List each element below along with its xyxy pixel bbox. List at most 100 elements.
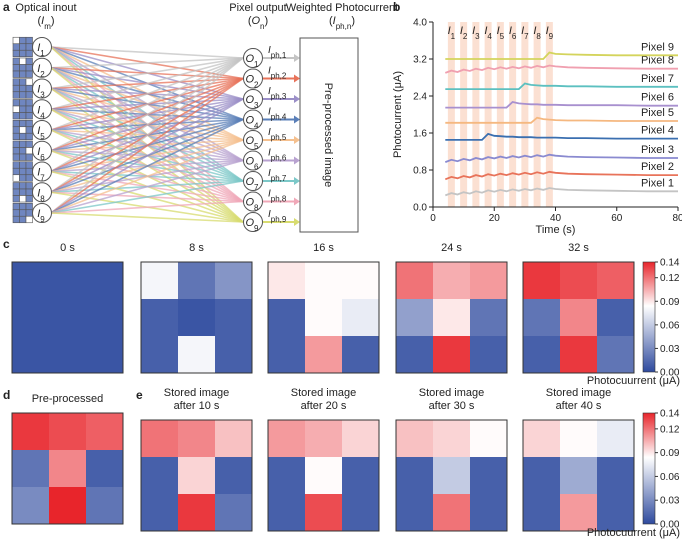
current-label-part: ph,3 — [271, 92, 287, 101]
heatmap-cell — [268, 494, 306, 532]
heatmap-cell — [470, 299, 508, 337]
pulse-label-part: 6 — [512, 32, 517, 41]
header-title: Pixel output — [229, 2, 286, 14]
output-node — [243, 191, 263, 212]
heatmap-cell — [342, 262, 380, 300]
heatmap-frame — [11, 261, 124, 374]
heatmap-title: Stored image — [419, 387, 484, 399]
colorbar-tick-label: 0.12 — [660, 424, 680, 435]
input-node — [32, 37, 52, 57]
input-icon-cell — [25, 78, 33, 86]
series-line — [445, 51, 678, 60]
heatmap-cell — [523, 457, 561, 495]
y-tick-label: 2.4 — [413, 92, 427, 103]
input-label: I1 — [37, 42, 45, 58]
input-icon-cell — [19, 57, 27, 65]
series-label: Pixel 7 — [641, 73, 674, 85]
pulse-label-part: 4 — [487, 32, 492, 41]
input-label-part: I — [37, 187, 40, 199]
current-label: Iph,8 — [268, 189, 287, 204]
output-label-part: 7 — [254, 183, 259, 192]
colorbar-tick-label: 0.14 — [660, 258, 680, 269]
input-label-part: 6 — [40, 152, 45, 161]
output-label-part: 9 — [254, 224, 259, 233]
heatmap-title: 24 s — [441, 242, 462, 254]
heatmap-cell — [433, 299, 471, 337]
pulse-label-part: 7 — [524, 32, 529, 41]
heatmap-cell — [523, 299, 561, 337]
pulse-label: I5 — [497, 25, 505, 41]
output-label-part: O — [245, 135, 254, 147]
output-label-part: 8 — [254, 203, 259, 212]
pulse-shade — [509, 22, 517, 207]
output-label-part: O — [245, 115, 254, 127]
panel-label: d — [3, 388, 10, 402]
input-icon-cell — [19, 70, 27, 78]
colorbar-tick-label: 0.03 — [660, 344, 680, 355]
output-label-part: O — [245, 176, 254, 188]
input-icon-cell — [25, 70, 33, 78]
heatmap-cell — [141, 336, 179, 374]
input-icon-cell — [25, 91, 33, 99]
x-tick-label: 20 — [489, 213, 501, 224]
input-label-part: I — [37, 146, 40, 158]
header-symbol: (Im) — [37, 15, 54, 31]
output-box — [299, 37, 359, 233]
heatmap-frame — [395, 419, 508, 532]
output-label: O5 — [245, 135, 259, 151]
current-label: Iph,4 — [268, 107, 287, 122]
heatmap-title: Stored image — [164, 387, 229, 399]
input-icon-cell — [12, 153, 20, 161]
header-symbol-part: ) — [51, 15, 55, 27]
pulse-shade — [496, 22, 504, 207]
heatmap-cell — [433, 336, 471, 374]
connection — [50, 57, 244, 214]
series-label: Pixel 5 — [641, 107, 674, 119]
heatmap-title: 32 s — [568, 242, 589, 254]
y-tick-label: 4.0 — [413, 18, 427, 29]
heatmap-cell — [470, 457, 508, 495]
colorbar-tick-label: 0.09 — [660, 297, 680, 308]
y-tick-label: 0.8 — [413, 166, 427, 177]
heatmap-cell — [86, 413, 124, 451]
colorbar-label: Photocuurrent (μA) — [587, 527, 680, 539]
current-label: Iph,5 — [268, 127, 287, 142]
heatmap-frame — [140, 419, 253, 532]
heatmap-frame — [522, 419, 635, 532]
pulse-label-part: I — [448, 25, 451, 37]
input-node — [32, 182, 52, 203]
heatmap-cell — [523, 420, 561, 458]
heatmap-cell — [215, 494, 253, 532]
current-label-part: I — [268, 189, 271, 200]
connection — [50, 118, 244, 214]
colorbar-tick-label: 0.03 — [660, 496, 680, 507]
header-symbol: (Iph,n) — [329, 15, 355, 31]
heatmap-cell — [178, 457, 216, 495]
heatmap-cell — [215, 457, 253, 495]
input-icon-cell — [25, 140, 33, 148]
x-tick-label: 40 — [550, 213, 562, 224]
heatmap-frame — [267, 261, 380, 374]
colorbar-tick-label: 0.00 — [660, 368, 680, 379]
heatmap-cell — [215, 299, 253, 337]
input-label: I4 — [37, 104, 45, 120]
current-label-part: I — [268, 86, 271, 97]
pulse-shade — [460, 22, 468, 207]
pulse-label-part: I — [484, 25, 487, 37]
output-node — [243, 48, 263, 68]
output-node — [243, 150, 263, 171]
input-label: I2 — [37, 63, 45, 79]
input-label: I6 — [37, 146, 45, 162]
heatmap-cell — [470, 336, 508, 374]
input-icon-cell — [25, 161, 33, 169]
input-label-part: 5 — [40, 132, 45, 141]
heatmap-cell — [560, 457, 598, 495]
input-icon-cell — [12, 126, 20, 134]
current-label-part: ph,6 — [271, 153, 287, 162]
series-line — [444, 187, 678, 197]
heatmap-cell — [49, 299, 87, 337]
y-tick-label: 0.0 — [413, 203, 427, 214]
current-label: Iph,6 — [268, 148, 287, 163]
input-icon-cell — [19, 126, 27, 134]
